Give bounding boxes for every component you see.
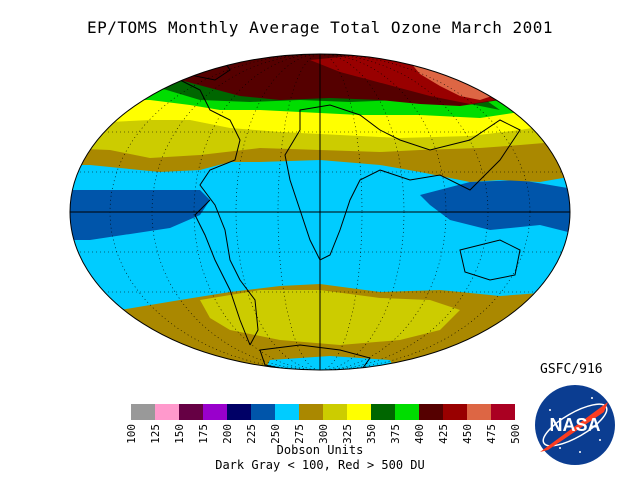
colorbar-tick-label: 275	[293, 424, 306, 444]
colorbar-swatch	[227, 404, 251, 420]
credit-label: GSFC/916	[540, 362, 603, 377]
colorbar-tick-label: 100	[125, 424, 138, 444]
colorbar-tick-label: 150	[173, 424, 186, 444]
colorbar-swatch	[323, 404, 347, 420]
colorbar-tick-label: 350	[365, 424, 378, 444]
colorbar-tick-label: 425	[437, 424, 450, 444]
colorbar-tick-label: 500	[509, 424, 522, 444]
band-equator	[70, 180, 570, 240]
colorbar-tick-label: 325	[341, 424, 354, 444]
colorbar-tick-label: 450	[461, 424, 474, 444]
colorbar-swatch	[419, 404, 443, 420]
globe-outline	[69, 53, 571, 371]
colorbar-swatch	[275, 404, 299, 420]
colorbar	[131, 404, 515, 420]
band-south-polar	[260, 356, 400, 370]
colorbar-tick-label: 375	[389, 424, 402, 444]
colorbar-tick-label: 175	[197, 424, 210, 444]
colorbar-tick-label: 400	[413, 424, 426, 444]
nasa-logo: NASA	[535, 385, 615, 465]
legend-note: Dark Gray < 100, Red > 500 DU	[215, 458, 425, 472]
colorbar-swatch	[491, 404, 515, 420]
colorbar-tick-label: 200	[221, 424, 234, 444]
colorbar-swatch	[251, 404, 275, 420]
units-label: Dobson Units	[276, 443, 364, 457]
colorbar-tick-label: 300	[317, 424, 330, 444]
colorbar-swatch	[131, 404, 155, 420]
colorbar-tick-label: 250	[269, 424, 282, 444]
colorbar-tick-label: 475	[485, 424, 498, 444]
nasa-logo-text: NASA	[549, 415, 600, 435]
colorbar-tick-label: 225	[245, 424, 258, 444]
colorbar-swatch	[299, 404, 323, 420]
colorbar-swatch	[347, 404, 371, 420]
band-north-polar-orange	[410, 62, 495, 100]
colorbar-swatch	[395, 404, 419, 420]
colorbar-swatch	[467, 404, 491, 420]
page-title: EP/TOMS Monthly Average Total Ozone Marc…	[86, 18, 554, 37]
colorbar-swatch	[443, 404, 467, 420]
colorbar-swatch	[371, 404, 395, 420]
colorbar-swatch	[179, 404, 203, 420]
colorbar-tick-label: 125	[149, 424, 162, 444]
ozone-map	[69, 53, 571, 371]
colorbar-swatch	[155, 404, 179, 420]
colorbar-swatch	[203, 404, 227, 420]
